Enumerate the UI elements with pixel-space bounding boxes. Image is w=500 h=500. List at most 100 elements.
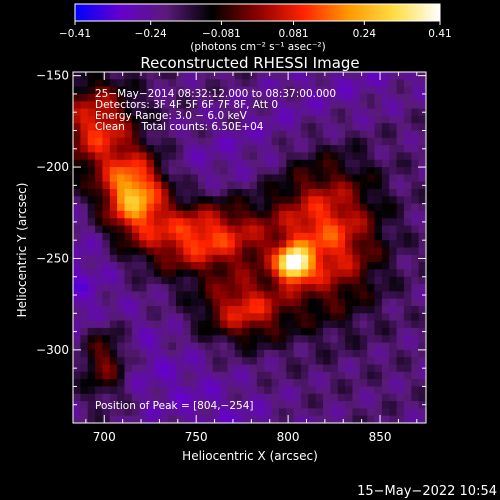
heatmap-cell bbox=[323, 130, 331, 139]
heatmap-cell bbox=[293, 159, 302, 168]
heatmap-cell bbox=[227, 225, 236, 234]
heatmap-cell bbox=[315, 115, 324, 124]
heatmap-cell bbox=[374, 123, 383, 132]
heatmap-cell bbox=[176, 262, 184, 270]
heatmap-cell bbox=[190, 115, 199, 124]
heatmap-cell bbox=[153, 130, 162, 139]
heatmap-cell bbox=[316, 423, 324, 431]
heatmap-cell bbox=[146, 313, 155, 322]
heatmap-cell bbox=[168, 159, 177, 168]
heatmap-cell bbox=[234, 108, 243, 117]
heatmap-cell bbox=[337, 335, 346, 344]
heatmap-cell bbox=[418, 189, 426, 197]
heatmap-cell bbox=[73, 262, 81, 270]
heatmap-cell bbox=[352, 93, 361, 102]
heatmap-cell bbox=[124, 167, 133, 175]
heatmap-cell bbox=[183, 159, 192, 168]
heatmap-cell bbox=[249, 225, 258, 234]
heatmap-cell bbox=[403, 306, 412, 314]
heatmap-cell bbox=[337, 379, 346, 387]
heatmap-cell bbox=[389, 393, 398, 402]
heatmap-cell bbox=[153, 137, 162, 146]
heatmap-cell bbox=[80, 181, 89, 190]
heatmap-cell bbox=[190, 174, 199, 183]
heatmap-cell bbox=[139, 181, 148, 190]
heatmap-cell bbox=[124, 232, 133, 241]
heatmap-cell bbox=[198, 86, 206, 95]
heatmap-cell bbox=[374, 291, 383, 300]
heatmap-cell bbox=[308, 393, 317, 402]
heatmap-cell bbox=[168, 415, 177, 423]
axis-ticks: 700 750 800 850−150−200−250−300 bbox=[36, 69, 426, 444]
heatmap-cell bbox=[242, 415, 251, 423]
heatmap-cell bbox=[168, 313, 177, 322]
heatmap-cell bbox=[168, 291, 177, 300]
heatmap-cell bbox=[338, 423, 346, 431]
heatmap-cell bbox=[146, 159, 155, 168]
heatmap-cell bbox=[161, 232, 170, 241]
heatmap-cell bbox=[183, 371, 192, 380]
heatmap-cell bbox=[381, 408, 390, 417]
heatmap-cell bbox=[359, 371, 368, 380]
heatmap-cell bbox=[352, 218, 361, 227]
heatmap-cell bbox=[374, 401, 383, 409]
heatmap-cell bbox=[153, 386, 162, 395]
heatmap-cell bbox=[323, 291, 331, 300]
heatmap-cell bbox=[418, 86, 426, 95]
heatmap-cell bbox=[109, 408, 118, 417]
heatmap-cell bbox=[337, 108, 346, 117]
heatmap-cell bbox=[227, 72, 236, 80]
heatmap-cell bbox=[198, 108, 206, 117]
heatmap-cell bbox=[183, 240, 192, 249]
heatmap-cell bbox=[403, 72, 412, 80]
heatmap-cell bbox=[301, 101, 309, 110]
heatmap-cell bbox=[153, 247, 162, 256]
heatmap-cell bbox=[220, 408, 229, 417]
heatmap-cell bbox=[256, 152, 265, 161]
heatmap-cell bbox=[330, 371, 339, 380]
heatmap-cell bbox=[124, 371, 133, 380]
heatmap-cell bbox=[161, 269, 170, 278]
heatmap-cell bbox=[124, 181, 133, 190]
heatmap-cell bbox=[146, 364, 155, 373]
heatmap-cell bbox=[301, 174, 309, 183]
heatmap-cell bbox=[124, 79, 133, 88]
heatmap-cell bbox=[403, 93, 412, 102]
heatmap-cell bbox=[403, 203, 412, 212]
heatmap-cell bbox=[330, 379, 339, 387]
heatmap-cell bbox=[359, 123, 368, 132]
heatmap-cell bbox=[293, 79, 302, 88]
heatmap-cell bbox=[278, 313, 287, 322]
heatmap-cell bbox=[418, 269, 426, 278]
heatmap-cell bbox=[330, 93, 339, 102]
heatmap-cell bbox=[131, 210, 140, 219]
heatmap-cell bbox=[345, 86, 354, 95]
heatmap-cell bbox=[374, 86, 383, 95]
heatmap-cell bbox=[345, 225, 354, 234]
heatmap-cell bbox=[139, 349, 148, 358]
heatmap-cell bbox=[190, 320, 199, 329]
heatmap-cell bbox=[301, 167, 309, 175]
heatmap-cell bbox=[242, 254, 251, 263]
heatmap-cell bbox=[168, 152, 177, 161]
heatmap-cell bbox=[315, 196, 324, 205]
heatmap-cell bbox=[374, 93, 383, 102]
heatmap-cell bbox=[131, 174, 140, 183]
heatmap-cell bbox=[381, 240, 390, 249]
heatmap-cell bbox=[80, 401, 89, 409]
heatmap-cell bbox=[234, 123, 243, 132]
heatmap-cell bbox=[293, 254, 302, 263]
heatmap-cell bbox=[190, 335, 199, 344]
heatmap-cell bbox=[242, 349, 251, 358]
heatmap-cell bbox=[256, 379, 265, 387]
heatmap-cell bbox=[271, 342, 280, 351]
heatmap-cell bbox=[153, 152, 162, 161]
heatmap-cell bbox=[183, 320, 192, 329]
heatmap-cell bbox=[73, 371, 81, 380]
heatmap-cell bbox=[323, 174, 331, 183]
heatmap-cell bbox=[256, 203, 265, 212]
heatmap-cell bbox=[256, 159, 265, 168]
heatmap-cell bbox=[389, 181, 398, 190]
heatmap-cell bbox=[352, 159, 361, 168]
heatmap-cell bbox=[220, 342, 229, 351]
